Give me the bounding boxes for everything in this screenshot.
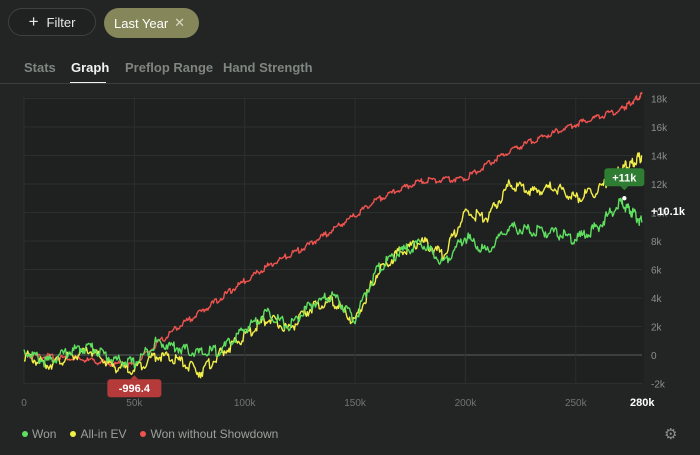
annotation-label: -996.4 [119, 383, 151, 395]
y-tick-label: 18k [651, 95, 668, 106]
chip-label: Last Year [114, 15, 169, 31]
legend-item-won[interactable]: Won [22, 427, 56, 441]
y-tick-label: 10k [651, 209, 668, 220]
x-tick-label: 0 [21, 398, 27, 409]
tab-graph[interactable]: Graph [71, 60, 110, 75]
legend-swatch-won-without-showdown [140, 431, 147, 437]
annotation-dot [622, 196, 627, 201]
annotation-badge [107, 379, 162, 398]
plot-area [24, 97, 644, 383]
toolbar: + Filter Last Year ✕ [0, 0, 700, 48]
y-tick-label: 6k [651, 266, 663, 277]
end-value-label: +10.1k [651, 206, 686, 218]
tab-stats[interactable]: Stats [24, 60, 56, 75]
tab-hand-strength[interactable]: Hand Strength [223, 60, 313, 75]
filter-label: Filter [46, 14, 76, 30]
plus-icon: + [28, 12, 39, 31]
legend-item-all-in-ev[interactable]: All-in EV [70, 427, 126, 441]
y-tick-label: 12k [651, 180, 668, 191]
filter-button[interactable]: + Filter [8, 8, 96, 36]
legend-item-won-without-showdown[interactable]: Won without Showdown [140, 427, 278, 441]
grid [23, 97, 642, 384]
tab-bar: Stats Graph Preflop Range Hand Strength [0, 58, 700, 84]
y-tick-label: 14k [651, 152, 668, 163]
y-axis: 18k 16k 14k 12k 10k 8k 6k 4k 2k 0 -2k [651, 95, 668, 391]
x-tick-label: 150k [344, 398, 367, 409]
x-tick-label: 100k [234, 398, 257, 409]
legend-label-won-without-showdown: Won without Showdown [150, 427, 279, 441]
x-tick-label: 200k [455, 398, 478, 409]
y-tick-label: 2k [651, 323, 663, 334]
y-tick-label: 16k [651, 123, 668, 134]
x-tick-label: 280k [630, 397, 655, 409]
series-line-won-without-showdown [23, 91, 643, 369]
annotation-pointer [130, 375, 139, 380]
series-lines [23, 91, 643, 379]
close-icon[interactable]: ✕ [174, 15, 185, 30]
y-tick-label: 8k [651, 237, 663, 248]
y-tick-label: 0 [651, 351, 657, 362]
annotation-pointer [620, 186, 629, 191]
legend: Won All-in EV Won without Showdown [22, 427, 278, 441]
gear-icon[interactable]: ⚙ [664, 426, 678, 443]
legend-label-all-in-ev: All-in EV [80, 427, 127, 441]
last-year-chip[interactable]: Last Year ✕ [104, 8, 199, 38]
tabs-divider [0, 83, 700, 84]
annotation-badge [604, 168, 645, 187]
x-axis: 0 50k 100k 150k 200k 250k 280k [21, 397, 655, 409]
x-tick-label: 50k [126, 398, 143, 409]
series-line-won [23, 197, 643, 369]
annotations: -996.4 +11k +10.1k [107, 168, 686, 398]
y-tick-label: -2k [651, 380, 666, 391]
profit-graph[interactable]: 18k 16k 14k 12k 10k 8k 6k 4k 2k 0 -2k 0 50k 100k 150k… [0, 84, 700, 414]
legend-swatch-all-in-ev [70, 431, 77, 437]
legend-swatch-won [22, 431, 28, 437]
annotation-label: +11k [612, 172, 637, 184]
tab-preflop-range[interactable]: Preflop Range [125, 60, 214, 75]
x-tick-label: 250k [565, 398, 588, 409]
y-tick-label: 4k [651, 294, 663, 305]
legend-label-won: Won [32, 427, 57, 441]
